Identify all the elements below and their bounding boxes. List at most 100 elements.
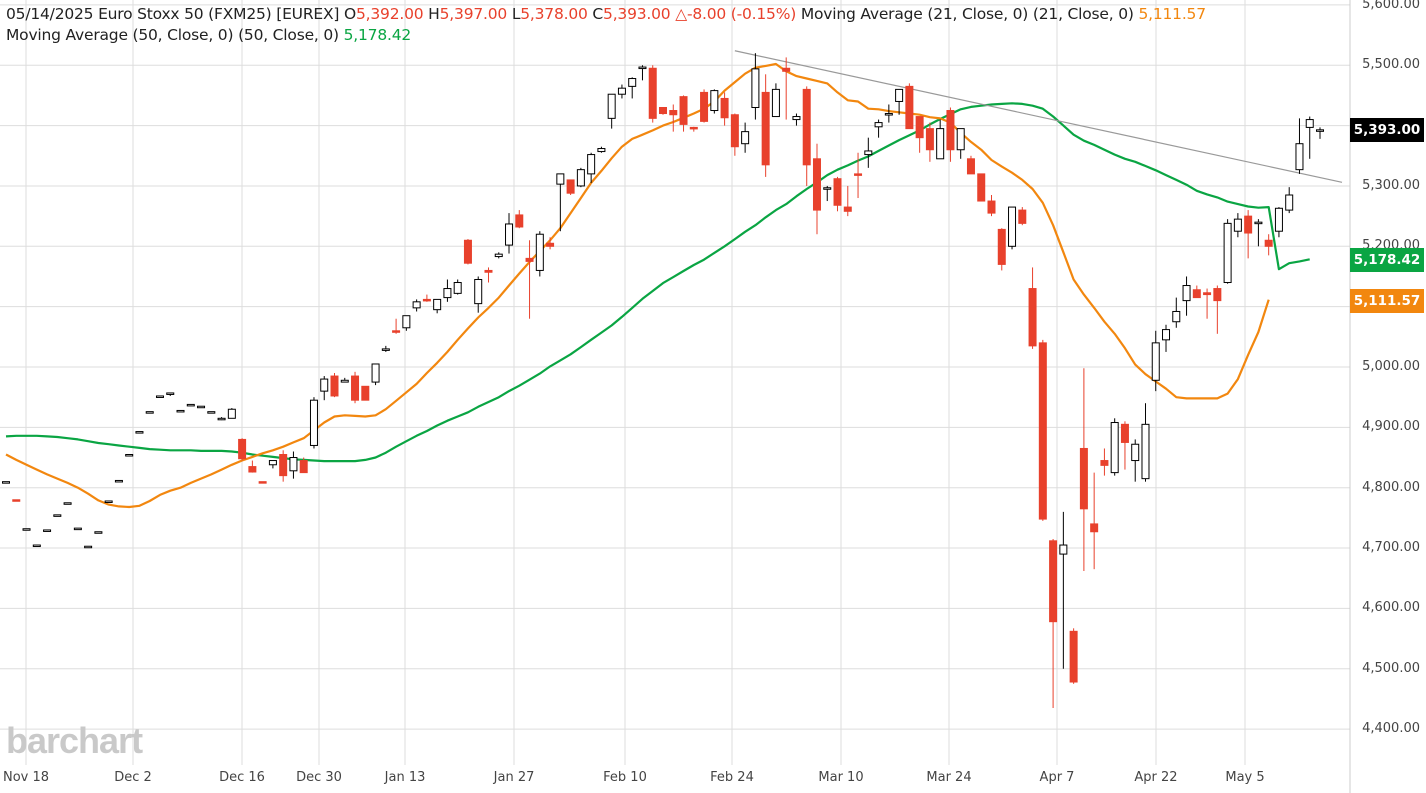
candle-body (1244, 215, 1253, 234)
candle (1110, 418, 1119, 476)
candle (1305, 116, 1314, 159)
candle (32, 544, 41, 548)
candle-body (556, 173, 565, 185)
candle (761, 74, 770, 177)
candle-body (617, 87, 626, 95)
x-tick-label: Jan 27 (493, 770, 535, 785)
ma21-line (5, 62, 1270, 509)
legend-open-value: 5,392.00 (356, 5, 424, 23)
candle-body (371, 363, 380, 383)
legend-high-label: H (428, 5, 440, 23)
candle (94, 531, 103, 534)
candle-body (453, 282, 462, 294)
candle (155, 395, 164, 398)
candle (1059, 511, 1068, 669)
y-tick-label: 4,600.00 (1362, 600, 1420, 616)
candle (946, 107, 955, 162)
candle-body (700, 91, 709, 122)
legend-open-label: O (343, 5, 356, 23)
y-tick-label: 5,500.00 (1362, 57, 1420, 73)
candle (843, 185, 852, 217)
candle (771, 83, 780, 118)
trendline-segment (734, 50, 1343, 183)
candle (1285, 187, 1294, 214)
x-tick-label: May 5 (1225, 770, 1265, 785)
x-tick-label: Mar 10 (818, 770, 864, 785)
candle-body (2, 481, 10, 484)
legend-low-label: L (511, 5, 521, 23)
legend-close-label: C (592, 5, 604, 23)
candle (63, 502, 72, 505)
ma50-badge: 5,178.42 (1350, 248, 1424, 272)
candle (1100, 448, 1109, 476)
candle-body (1059, 544, 1068, 555)
candle (422, 294, 431, 302)
candle (720, 92, 729, 126)
candle (197, 405, 206, 409)
candle (22, 528, 31, 531)
candle (268, 460, 277, 469)
candle-body (145, 411, 154, 414)
candle (104, 500, 113, 503)
candle-body (1090, 523, 1099, 533)
candle (1264, 234, 1273, 256)
candle-body (741, 131, 750, 145)
legend-ma21-value: 5,111.57 (1138, 5, 1206, 23)
candle-body (628, 78, 637, 87)
legend-ma50-name: Moving Average (50, Close, 0) (6, 26, 234, 44)
x-tick-label: Mar 24 (926, 770, 972, 785)
legend-high-value: 5,397.00 (439, 5, 508, 23)
legend-date: 05/14/2025 (6, 5, 94, 23)
candle-body (915, 116, 924, 139)
candle (566, 179, 575, 196)
candle (248, 460, 257, 473)
candle (987, 195, 996, 217)
candle (361, 385, 370, 401)
candle-body (186, 403, 195, 407)
candle (607, 93, 616, 129)
candle-body (299, 460, 308, 474)
candle (525, 240, 534, 319)
candle-body (1018, 209, 1027, 224)
candle-body (340, 379, 349, 383)
candle (802, 86, 811, 186)
candle (463, 239, 472, 265)
candle-body (936, 128, 945, 160)
candle-body (1141, 423, 1150, 480)
candle-body (114, 479, 123, 483)
y-tick-label: 4,700.00 (1362, 540, 1420, 556)
candle (340, 377, 349, 383)
ma50-series (5, 102, 1310, 463)
candle-body (1316, 129, 1324, 132)
candle-body (248, 466, 257, 473)
candle (700, 89, 709, 123)
candle (309, 397, 318, 449)
candle (587, 152, 596, 183)
candle (433, 298, 442, 314)
trendline[interactable] (734, 50, 1343, 183)
candle (1316, 127, 1324, 139)
candle (925, 122, 934, 162)
candle (53, 514, 62, 517)
last-price-badge: 5,393.00 (1350, 118, 1424, 142)
candle-body (1182, 285, 1191, 302)
candles (2, 53, 1324, 708)
y-tick-label: 4,900.00 (1362, 419, 1420, 435)
candle-body (597, 148, 606, 153)
candle-body (12, 499, 21, 502)
candle (125, 454, 134, 457)
candle-body (802, 88, 811, 166)
candle (833, 176, 842, 212)
grid (0, 0, 1351, 793)
x-tick-label: Nov 18 (2, 770, 50, 785)
candle (535, 231, 544, 277)
y-tick-label: 5,600.00 (1362, 0, 1420, 12)
candle (135, 431, 144, 434)
candle-body (1274, 207, 1283, 232)
candle (874, 119, 883, 138)
candle-body (977, 173, 986, 202)
candle (1151, 330, 1160, 392)
candle-body (320, 378, 329, 392)
x-tick-label: Feb 24 (710, 770, 754, 785)
